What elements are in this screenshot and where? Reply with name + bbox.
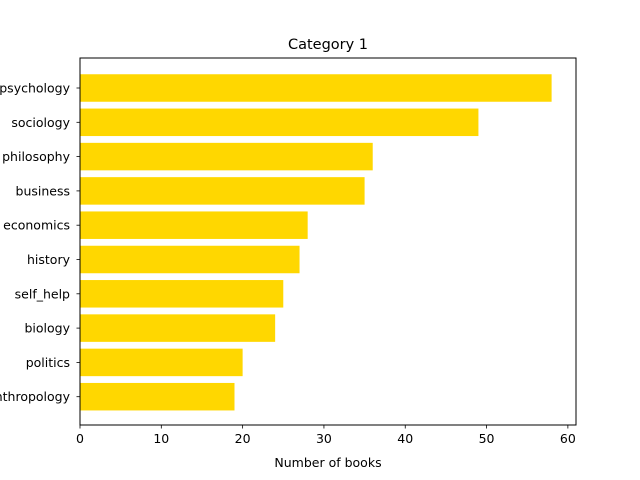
bar-business [80, 177, 365, 205]
x-axis-ticks: 0 10 20 30 40 50 60 [76, 425, 576, 446]
y-tick-label: history [27, 252, 71, 267]
plot-frame [79, 57, 577, 426]
y-tick-label: anthropology [0, 389, 71, 404]
bar-anthropology [80, 382, 235, 411]
chart-title: Category 1 [288, 37, 368, 53]
bar-psychology [80, 74, 552, 102]
bar-sociology [80, 108, 479, 137]
x-tick-label: 20 [235, 431, 251, 446]
y-tick-label: philosophy [2, 149, 70, 164]
bar-self-help [80, 280, 284, 308]
y-tick-label: sociology [11, 115, 70, 130]
bar-economics [80, 211, 308, 239]
y-tick-label: politics [26, 355, 70, 370]
y-tick-label: self_help [15, 286, 70, 301]
x-tick-label: 0 [76, 431, 84, 446]
x-axis-label: Number of books [274, 455, 381, 470]
bars-group [80, 74, 552, 411]
y-tick-label: biology [24, 321, 70, 336]
bar-philosophy [80, 142, 373, 171]
y-tick-label: economics [3, 218, 70, 233]
y-tick-label: business [16, 183, 70, 198]
y-tick-label: psychology [0, 81, 71, 96]
x-tick-label: 10 [153, 431, 169, 446]
x-tick-label: 60 [560, 431, 576, 446]
x-tick-label: 30 [316, 431, 332, 446]
bar-history [80, 245, 300, 274]
x-tick-label: 40 [397, 431, 413, 446]
bar-politics [80, 348, 243, 377]
bar-biology [80, 314, 276, 342]
x-tick-label: 50 [479, 431, 495, 446]
y-axis-ticks: psychology sociology philosophy business eco… [0, 81, 80, 404]
